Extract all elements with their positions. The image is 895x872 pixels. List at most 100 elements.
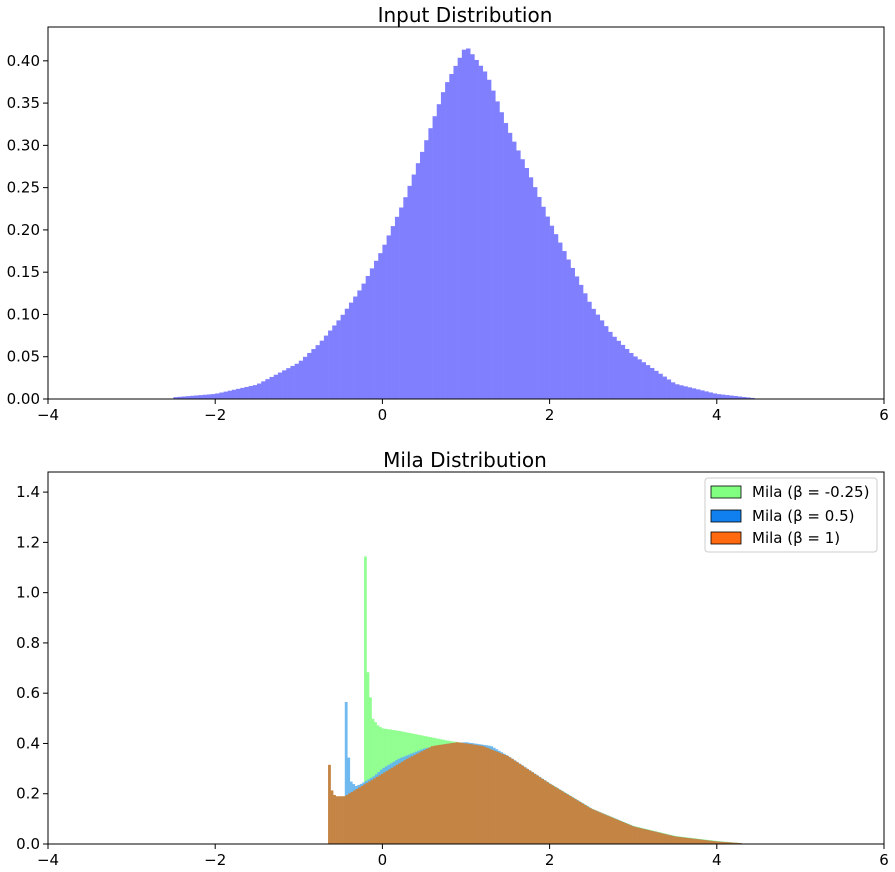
y-tick-label: 0.0	[16, 835, 40, 853]
histogram-bar	[629, 353, 634, 399]
histogram-bar	[532, 187, 538, 399]
histogram-bar	[443, 744, 447, 844]
histogram-bar	[731, 842, 735, 844]
histogram-bar	[227, 390, 233, 399]
histogram-bar	[468, 744, 472, 844]
histogram-bar	[568, 795, 572, 844]
histogram-bar	[573, 799, 577, 844]
histogram-bar	[621, 822, 625, 844]
histogram-bar	[428, 128, 433, 399]
histogram-bar	[394, 216, 400, 399]
histogram-bar	[649, 830, 652, 844]
histogram-bar	[455, 742, 459, 844]
histogram-bar	[721, 841, 725, 844]
histogram-bar	[425, 748, 429, 844]
histogram-bar	[583, 805, 587, 844]
histogram-bar	[679, 837, 682, 844]
histogram-bar	[473, 744, 477, 844]
histogram-bar	[503, 123, 509, 399]
histogram-bar	[557, 242, 563, 399]
histogram-bar	[531, 772, 535, 844]
histogram-bar	[553, 786, 557, 844]
histogram-bar	[343, 796, 346, 844]
histogram-bar	[366, 672, 370, 844]
histogram-bar	[670, 382, 676, 399]
histogram-bar	[737, 396, 743, 399]
histogram-bar	[436, 104, 442, 399]
histogram-bar	[608, 331, 613, 399]
histogram-bar	[302, 356, 308, 399]
histogram-bar	[591, 308, 596, 399]
mila-distribution-panel: Mila Distribution −4 −2 0 2 4 6 0.00.20.40.60…	[16, 448, 889, 869]
y-tick-label: 0.15	[7, 263, 40, 281]
histogram-bar	[453, 65, 458, 399]
histogram-bar	[618, 820, 622, 844]
histogram-bar	[265, 379, 270, 399]
histogram-bar	[645, 365, 651, 399]
histogram-bar	[612, 336, 617, 399]
histogram-bar	[474, 59, 479, 399]
histogram-bar	[363, 784, 366, 844]
x-tick-label: 0	[378, 406, 388, 424]
histogram-bar	[709, 840, 713, 844]
histogram-bar	[323, 335, 329, 399]
histogram-bar	[641, 362, 647, 399]
x-tick-label: 2	[545, 406, 555, 424]
histogram-bar	[240, 387, 245, 399]
histogram-bar	[666, 834, 670, 844]
histogram-bar	[383, 772, 387, 844]
y-axis-ticks: 0.00 0.05 0.10 0.15 0.20 0.25 0.30 0.35 0.40	[7, 52, 48, 408]
histogram-bar	[418, 752, 422, 844]
histogram-bar	[357, 290, 362, 399]
histogram-bar	[633, 356, 638, 399]
histogram-bar	[277, 372, 283, 399]
histogram-bar	[286, 368, 291, 399]
histogram-bar	[450, 743, 454, 844]
histogram-bar	[458, 742, 462, 844]
histogram-bar	[637, 359, 642, 399]
histogram-bar	[513, 760, 517, 844]
input-distribution-panel: Input Distribution −4 −2 0 2 4 6 0.00 0.05 0.10…	[7, 3, 889, 424]
histogram-bar	[541, 206, 546, 399]
histogram-bar	[373, 778, 377, 844]
histogram-bar	[336, 320, 341, 399]
histogram-bar	[644, 829, 647, 844]
histogram-bar	[353, 296, 358, 399]
histogram-bar	[340, 314, 346, 399]
histogram-bar	[613, 818, 617, 844]
histogram-bar	[364, 556, 367, 844]
histogram-bar	[236, 388, 241, 399]
histogram-bar	[508, 757, 512, 844]
histogram-bar	[666, 379, 672, 399]
x-tick-label: 6	[879, 851, 889, 869]
histogram-bar	[328, 764, 331, 844]
histogram-bar	[400, 761, 404, 844]
histogram-bar	[348, 793, 351, 844]
histogram-bar	[578, 284, 584, 399]
histogram-bar	[606, 815, 610, 844]
histogram-bar	[435, 745, 439, 844]
histogram-bar	[720, 394, 726, 399]
histogram-bar	[528, 177, 534, 399]
histogram-bar	[403, 197, 408, 399]
histogram-bar	[344, 701, 348, 844]
histogram-bar	[620, 344, 626, 399]
histogram-bar	[358, 787, 361, 844]
legend-swatch-beta-0-5	[710, 509, 742, 523]
histogram-bar	[681, 837, 685, 844]
histogram-bar	[586, 806, 590, 844]
histogram-bar	[294, 363, 300, 399]
histogram-bar	[661, 833, 665, 844]
legend-swatch-beta-neg-0-25	[710, 485, 742, 499]
histogram-bar	[629, 825, 632, 844]
histogram-bar	[411, 174, 417, 399]
histogram-bar	[601, 813, 605, 844]
histogram-bar	[599, 320, 605, 399]
histogram-bar	[714, 841, 718, 844]
histogram-bar	[659, 832, 662, 844]
histogram-bar	[307, 352, 312, 399]
histogram-bar	[549, 225, 555, 399]
legend-label-beta-0-5: Mila (β = 0.5)	[752, 507, 854, 525]
x-axis-ticks: −4 −2 0 2 4 6	[37, 844, 889, 869]
histogram-bar	[603, 326, 609, 399]
